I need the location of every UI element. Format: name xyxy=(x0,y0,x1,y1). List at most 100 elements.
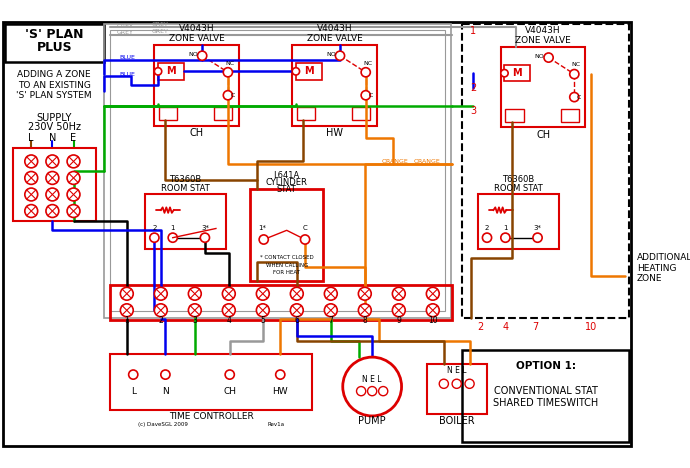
Circle shape xyxy=(361,68,371,77)
Text: PLUS: PLUS xyxy=(37,41,72,54)
Text: 4: 4 xyxy=(226,316,231,325)
Circle shape xyxy=(440,379,449,388)
Circle shape xyxy=(46,188,59,201)
Text: 2: 2 xyxy=(477,322,484,332)
Text: 1: 1 xyxy=(470,26,476,36)
Text: * CONTACT CLOSED: * CONTACT CLOSED xyxy=(260,256,313,260)
Text: GREY: GREY xyxy=(152,29,168,34)
Text: E: E xyxy=(70,133,77,143)
Bar xyxy=(352,107,371,120)
Bar xyxy=(5,23,103,62)
Text: N E L: N E L xyxy=(362,375,382,384)
Circle shape xyxy=(222,304,235,317)
Circle shape xyxy=(276,370,285,379)
Circle shape xyxy=(324,287,337,300)
Circle shape xyxy=(357,387,366,396)
Text: ADDITIONAL
HEATING
ZONE: ADDITIONAL HEATING ZONE xyxy=(637,253,690,283)
Text: BOILER: BOILER xyxy=(439,416,475,425)
Circle shape xyxy=(393,287,405,300)
Text: NC: NC xyxy=(571,62,581,67)
Text: CONVENTIONAL STAT: CONVENTIONAL STAT xyxy=(494,386,598,396)
Bar xyxy=(505,109,524,122)
Bar xyxy=(462,23,629,318)
Circle shape xyxy=(150,233,159,242)
Circle shape xyxy=(46,155,59,168)
Text: 3: 3 xyxy=(470,106,476,116)
Text: TO AN EXISTING: TO AN EXISTING xyxy=(18,80,90,90)
Circle shape xyxy=(188,304,201,317)
Circle shape xyxy=(46,171,59,184)
Circle shape xyxy=(358,304,371,317)
Circle shape xyxy=(257,287,269,300)
Circle shape xyxy=(128,370,138,379)
Text: 1: 1 xyxy=(503,226,508,232)
Bar xyxy=(155,45,239,125)
Text: V4043H
ZONE VALVE: V4043H ZONE VALVE xyxy=(306,24,362,44)
Circle shape xyxy=(544,53,553,62)
Bar xyxy=(292,45,377,125)
Text: 7: 7 xyxy=(328,316,333,325)
Circle shape xyxy=(25,155,38,168)
Circle shape xyxy=(361,91,371,100)
Circle shape xyxy=(225,370,235,379)
Circle shape xyxy=(368,387,377,396)
Text: 2: 2 xyxy=(485,226,489,232)
Circle shape xyxy=(120,287,133,300)
Text: 10: 10 xyxy=(428,316,437,325)
Circle shape xyxy=(25,188,38,201)
Text: Rev1a: Rev1a xyxy=(267,422,284,427)
Text: 2: 2 xyxy=(470,83,476,93)
Text: GREY: GREY xyxy=(152,22,168,27)
Text: PUMP: PUMP xyxy=(358,417,386,426)
Text: NO: NO xyxy=(535,54,544,59)
Circle shape xyxy=(379,387,388,396)
Circle shape xyxy=(197,51,207,60)
Text: GREY: GREY xyxy=(117,30,134,35)
Text: V4043H
ZONE VALVE: V4043H ZONE VALVE xyxy=(515,26,571,45)
Text: C: C xyxy=(303,226,308,232)
Text: 4: 4 xyxy=(502,322,509,332)
Text: FOR HEAT: FOR HEAT xyxy=(273,270,300,275)
Circle shape xyxy=(168,233,177,242)
Text: ROOM STAT: ROOM STAT xyxy=(494,183,542,192)
Text: 'S' PLAN SYSTEM: 'S' PLAN SYSTEM xyxy=(17,91,92,100)
Text: OPTION 1:: OPTION 1: xyxy=(516,361,576,371)
Text: 10: 10 xyxy=(584,322,597,332)
Bar xyxy=(214,107,233,120)
Bar xyxy=(250,189,324,281)
Circle shape xyxy=(452,379,462,388)
Text: 3*: 3* xyxy=(201,226,209,232)
Circle shape xyxy=(290,287,303,300)
Text: ROOM STAT: ROOM STAT xyxy=(161,183,210,192)
Text: CYLINDER: CYLINDER xyxy=(266,178,308,187)
Text: V4043H
ZONE VALVE: V4043H ZONE VALVE xyxy=(169,24,224,44)
Text: BLUE: BLUE xyxy=(119,72,135,77)
Bar xyxy=(145,194,226,249)
Circle shape xyxy=(300,235,310,244)
Circle shape xyxy=(335,51,344,60)
Text: 8: 8 xyxy=(362,316,367,325)
Text: C: C xyxy=(230,93,235,98)
Circle shape xyxy=(324,304,337,317)
Text: N: N xyxy=(162,387,169,395)
Circle shape xyxy=(25,171,38,184)
Bar xyxy=(110,30,445,311)
Circle shape xyxy=(292,68,299,75)
Text: CH: CH xyxy=(536,130,550,140)
Circle shape xyxy=(570,93,579,102)
Circle shape xyxy=(358,287,371,300)
Text: STAT: STAT xyxy=(277,185,297,194)
Circle shape xyxy=(257,304,269,317)
Bar xyxy=(427,364,487,414)
Text: NO: NO xyxy=(188,52,198,57)
Circle shape xyxy=(200,233,210,242)
Text: L641A: L641A xyxy=(273,171,300,180)
Text: M: M xyxy=(166,66,176,76)
Circle shape xyxy=(67,205,80,218)
Bar xyxy=(504,65,530,81)
Bar xyxy=(158,63,184,80)
Text: N: N xyxy=(49,133,56,143)
Text: 'S' PLAN: 'S' PLAN xyxy=(25,28,83,41)
Text: C: C xyxy=(368,93,373,98)
Circle shape xyxy=(224,91,233,100)
